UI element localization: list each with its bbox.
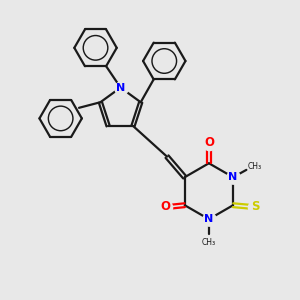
Text: O: O [204,136,214,149]
Text: S: S [251,200,260,213]
Text: N: N [204,214,214,224]
Text: N: N [229,172,238,182]
Text: N: N [116,82,125,93]
Text: CH₃: CH₃ [248,162,262,171]
Text: O: O [160,200,170,213]
Text: CH₃: CH₃ [202,238,216,247]
